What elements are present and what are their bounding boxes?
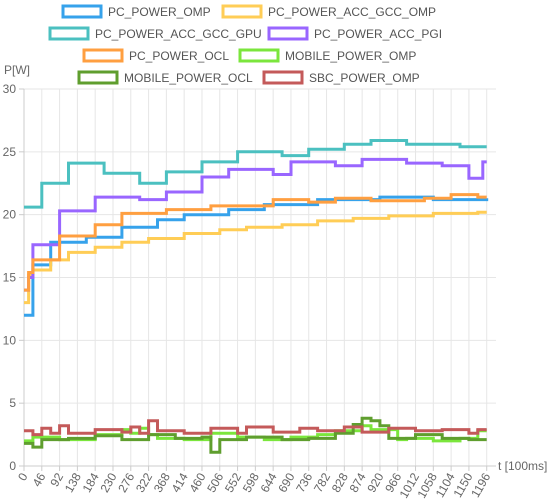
x-tick-label: 460	[186, 470, 208, 495]
legend-label-pc-power-omp[interactable]: PC_POWER_OMP	[108, 5, 211, 19]
y-tick-label: 0	[9, 459, 16, 473]
series-line-mobile-power-ocl	[24, 416, 487, 454]
x-tick-label: 46	[30, 470, 49, 489]
x-tick-label: 138	[62, 470, 84, 495]
legend-swatch-pc-power-acc-gcc-gpu[interactable]	[48, 26, 90, 41]
legend-label-pc-power-acc-pgi[interactable]: PC_POWER_ACC_PGI	[314, 27, 442, 41]
series-line-pc-power-acc-gcc-gpu	[24, 139, 487, 209]
y-tick-label: 5	[9, 396, 16, 410]
legend-swatch-pc-power-ocl[interactable]	[82, 48, 124, 63]
x-tick-label: 368	[151, 470, 173, 495]
legend-label-pc-power-acc-gcc-omp[interactable]: PC_POWER_ACC_GCC_OMP	[268, 5, 436, 19]
legend-label-pc-power-acc-gcc-gpu[interactable]: PC_POWER_ACC_GCC_GPU	[95, 27, 262, 41]
series-line-sbc-power-omp	[24, 419, 487, 437]
x-tick-label: 414	[169, 470, 191, 495]
x-tick-label: 644	[258, 470, 280, 495]
y-tick-label: 30	[3, 82, 17, 96]
x-tick-label: 184	[80, 470, 102, 495]
x-axis-title: t [100ms]	[498, 459, 547, 473]
x-tick-label: 230	[97, 470, 119, 495]
legend-swatch-sbc-power-omp[interactable]	[262, 70, 304, 85]
legend-label-mobile-power-ocl[interactable]: MOBILE_POWER_OCL	[124, 71, 253, 85]
x-tick-label: 1196	[468, 470, 493, 499]
chart-grid	[23, 88, 496, 467]
y-tick-label: 15	[3, 271, 17, 285]
legend-swatch-mobile-power-ocl[interactable]	[77, 70, 119, 85]
x-tick-label: 322	[133, 470, 155, 495]
y-tick-label: 10	[3, 333, 17, 347]
y-axis-title: P[W]	[4, 63, 30, 77]
chart-series-group	[24, 139, 489, 454]
series-line-pc-power-acc-pgi	[24, 157, 487, 292]
legend-label-mobile-power-omp[interactable]: MOBILE_POWER_OMP	[285, 49, 416, 63]
x-tick-label: 874	[347, 470, 369, 495]
series-line-pc-power-ocl	[24, 193, 487, 292]
x-tick-label: 920	[364, 470, 386, 495]
legend-swatch-pc-power-acc-gcc-omp[interactable]	[221, 4, 263, 19]
x-tick-label: 92	[47, 470, 66, 489]
x-tick-label: 276	[115, 470, 137, 495]
legend-swatch-pc-power-omp[interactable]	[61, 4, 103, 19]
x-tick-label: 598	[240, 470, 262, 495]
legend-label-pc-power-ocl[interactable]: PC_POWER_OCL	[129, 49, 229, 63]
x-tick-label: 690	[275, 470, 297, 495]
y-tick-label: 20	[3, 208, 17, 222]
legend-swatch-pc-power-acc-pgi[interactable]	[267, 26, 309, 41]
legend-label-sbc-power-omp[interactable]: SBC_POWER_OMP	[309, 71, 420, 85]
chart-legend: PC_POWER_OMP PC_POWER_ACC_GCC_OMP PC_POWER…	[48, 4, 442, 85]
x-tick-label: 552	[222, 470, 244, 495]
x-tick-label: 506	[204, 470, 226, 495]
y-tick-label: 25	[3, 145, 17, 159]
legend-swatch-mobile-power-omp[interactable]	[238, 48, 280, 63]
x-tick-label: 736	[293, 470, 315, 495]
x-tick-label: 828	[329, 470, 351, 495]
x-tick-label: 782	[311, 470, 333, 495]
x-tick-label: 0	[15, 470, 31, 483]
